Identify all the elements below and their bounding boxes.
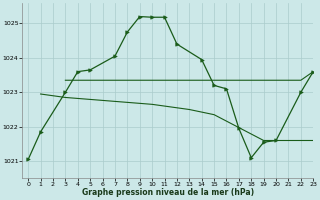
- X-axis label: Graphe pression niveau de la mer (hPa): Graphe pression niveau de la mer (hPa): [82, 188, 254, 197]
